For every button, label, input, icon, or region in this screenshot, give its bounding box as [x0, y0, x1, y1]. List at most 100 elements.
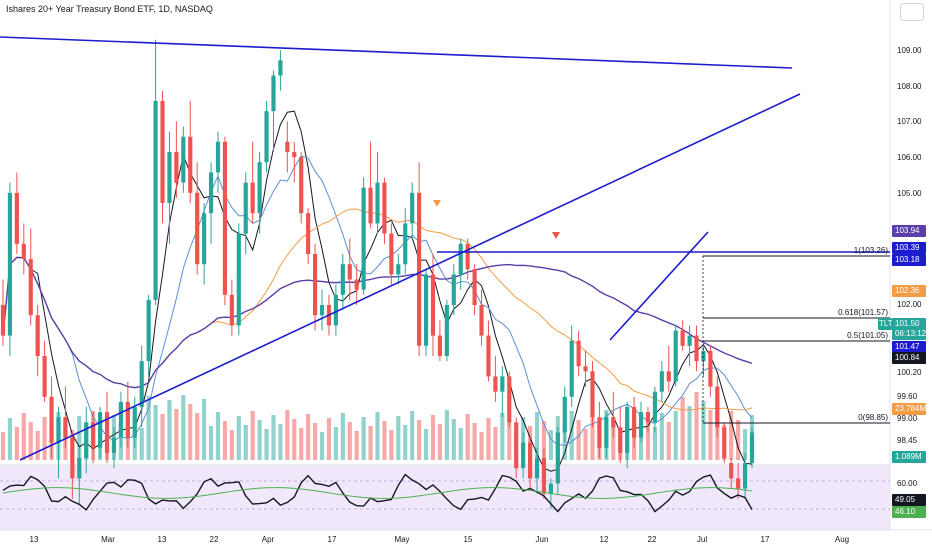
volume-bar: [14, 427, 19, 460]
candle-body: [555, 432, 560, 484]
candle-body: [84, 422, 89, 458]
volume-bar: [576, 420, 581, 460]
price-badge: 100.84: [892, 352, 926, 364]
red-down-triangle-icon: [552, 232, 560, 239]
candle-body: [652, 391, 657, 423]
volume-bar: [167, 400, 172, 460]
candle-body: [437, 335, 442, 356]
rsi-signal-line: [2, 487, 753, 499]
candle-body: [104, 412, 110, 453]
candle-body: [333, 294, 338, 326]
volume-bar: [444, 410, 449, 460]
candle-body: [0, 305, 6, 336]
candle-body: [687, 335, 692, 346]
volume-bar: [292, 419, 297, 460]
time-axis-label: 12: [600, 535, 609, 544]
candle-body: [410, 192, 415, 224]
candle-body: [417, 192, 422, 346]
candle-body: [694, 335, 699, 362]
volume-bar: [319, 432, 325, 460]
time-axis-label: Jul: [697, 535, 707, 544]
candle-body: [715, 386, 720, 428]
candle-body: [160, 101, 165, 203]
candle-body: [313, 254, 318, 316]
volume-bar: [229, 430, 234, 460]
candle-body: [146, 299, 151, 362]
volume-bar: [507, 422, 512, 460]
candle-body: [576, 340, 581, 367]
volume-bar: [202, 399, 207, 460]
candle-body: [257, 162, 262, 214]
price-badge: 103.94: [892, 225, 926, 237]
fib-level-label: 0.5(101.05): [847, 331, 888, 340]
candle-body: [611, 417, 616, 428]
chart-title: Ishares 20+ Year Treasury Bond ETF, 1D, …: [6, 4, 213, 14]
candle-body: [174, 152, 179, 183]
candle-body: [111, 437, 117, 453]
volume-bar: [243, 425, 248, 460]
volume-bar: [368, 426, 373, 460]
price-badge: 101.47: [892, 341, 926, 353]
volume-bar: [437, 424, 442, 460]
time-axis-label: 17: [328, 535, 337, 544]
candle-body: [98, 412, 103, 448]
volume-bar: [21, 413, 26, 460]
candle-body: [382, 182, 387, 234]
volume-bar: [354, 431, 359, 460]
candle-body: [215, 141, 221, 173]
candle-body: [666, 371, 671, 382]
volume-bar: [7, 418, 13, 460]
candle-body: [125, 401, 130, 438]
candle-body: [527, 442, 533, 479]
candle-body: [292, 152, 297, 158]
candle-body: [77, 458, 82, 479]
time-axis-label: 22: [648, 535, 657, 544]
candle-body: [500, 376, 505, 392]
candle-body: [701, 350, 706, 362]
candle-body: [236, 233, 241, 326]
rsi-line: [2, 473, 753, 513]
candle-body: [35, 315, 40, 356]
volume-bar: [541, 421, 547, 460]
volume-bar: [250, 411, 255, 460]
candle-body: [285, 141, 290, 152]
volume-bar: [146, 396, 151, 460]
volume-bar: [35, 431, 40, 460]
volume-bar: [403, 425, 408, 460]
candlesticks: [0, 39, 755, 509]
volume-bar: [548, 430, 553, 460]
volume-bar: [701, 401, 706, 460]
volume-bar: [569, 411, 574, 460]
candle-body: [354, 279, 359, 290]
price-badge: 103.18: [892, 254, 926, 266]
candle-body: [632, 407, 637, 438]
candle-body: [7, 192, 13, 336]
time-axis-label: Jun: [536, 535, 549, 544]
volume-bar: [299, 428, 304, 460]
candle-body: [340, 264, 345, 295]
price-badge: 102.36: [892, 285, 926, 297]
volume-bar: [486, 418, 491, 460]
price-axis-label: 105.00: [897, 189, 922, 198]
candle-body: [604, 417, 609, 448]
fib-level-label: 1(103.26): [854, 246, 889, 255]
candle-body: [507, 376, 512, 423]
candle-body: [195, 192, 200, 265]
expand-button[interactable]: [900, 3, 924, 21]
candle-body: [271, 75, 276, 112]
candle-body: [361, 187, 366, 290]
candle-body: [222, 141, 228, 295]
time-axis-label: 15: [464, 535, 473, 544]
candle-body: [306, 213, 311, 254]
volume-bar: [396, 416, 401, 460]
candle-body: [548, 483, 553, 494]
candle-body: [451, 274, 456, 305]
volume-bar: [410, 411, 415, 460]
candle-body: [659, 371, 664, 392]
price-axis-label: 102.00: [897, 300, 922, 309]
price-axis-labels: 109.00 108.00 107.00 106.00 105.00 102.00 100.…: [897, 46, 922, 516]
drawings: 1(103.26) 0.618(101.57) 0.5(101.05) 0(98.85…: [0, 36, 890, 461]
volume-bar: [659, 413, 664, 460]
volume-bar: [742, 429, 748, 460]
